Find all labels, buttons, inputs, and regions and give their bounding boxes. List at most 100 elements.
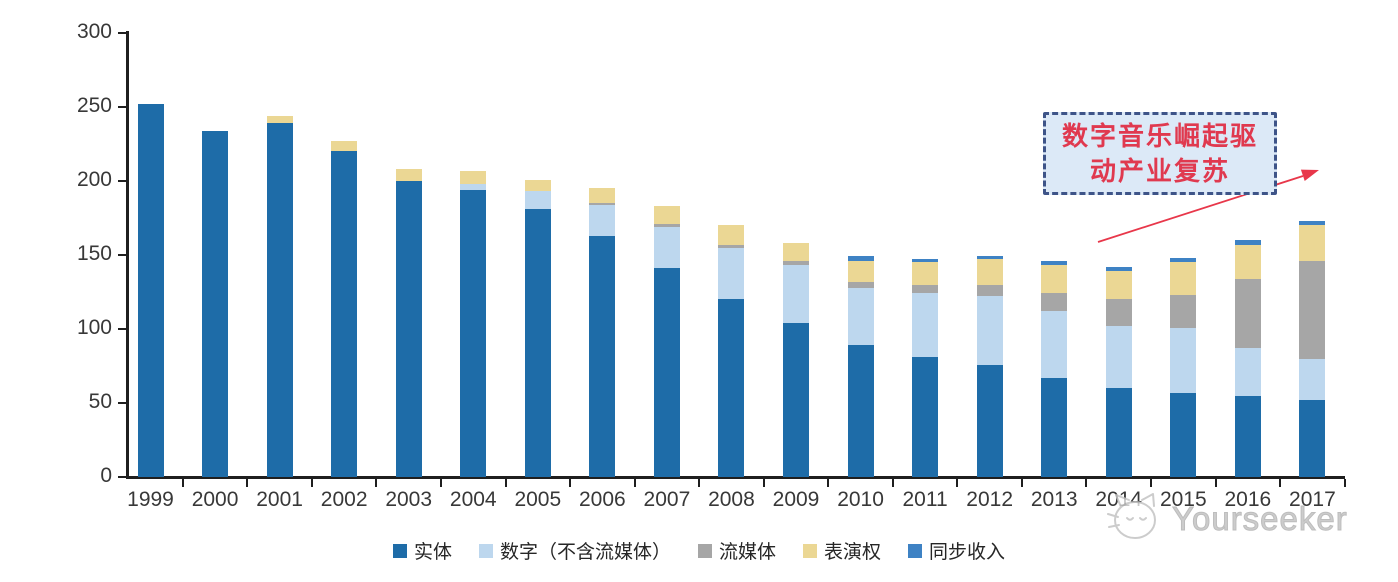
x-axis-label: 2001	[256, 488, 303, 511]
y-axis-tick	[118, 328, 126, 330]
bar-segment	[524, 209, 551, 477]
x-axis-tick	[827, 479, 830, 487]
bar-segment	[847, 256, 874, 261]
legend-swatch	[478, 543, 493, 558]
bar-segment	[1105, 266, 1132, 272]
bar-segment	[524, 179, 551, 192]
x-axis-line	[126, 476, 1345, 479]
bar-segment	[912, 293, 939, 358]
bar-segment	[460, 189, 487, 477]
legend-label: 同步收入	[929, 542, 1006, 563]
x-axis-tick	[762, 479, 765, 487]
bar-segment	[976, 259, 1003, 285]
x-axis-label: 2004	[449, 488, 497, 511]
legend-item: 实体	[392, 537, 452, 564]
bar-segment	[718, 244, 745, 248]
watermark: Yourseeker	[1106, 490, 1348, 544]
y-axis-label: 200	[76, 168, 112, 191]
x-axis-label: 2010	[837, 488, 884, 511]
x-axis-tick	[246, 479, 249, 487]
x-axis-label: 2007	[643, 488, 691, 511]
bar-segment	[266, 115, 293, 124]
x-axis-tick	[1085, 479, 1088, 487]
bar-segment	[847, 287, 874, 346]
bar-segment	[718, 299, 745, 477]
annotation-box: 数字音乐崛起驱 动产业复苏	[1043, 112, 1277, 195]
bar-segment	[1234, 348, 1261, 396]
x-axis-label: 2008	[708, 488, 755, 511]
bar-segment	[524, 191, 551, 210]
bar-segment	[783, 265, 809, 324]
bar-segment	[912, 357, 939, 477]
bar-segment	[912, 284, 939, 294]
annotation-text-line2: 动产业复苏	[1089, 155, 1230, 186]
cat-logo-icon	[1107, 493, 1156, 539]
bar-segment	[1170, 327, 1197, 393]
x-axis-label: 2012	[966, 488, 1013, 511]
bar-segment	[1234, 244, 1261, 279]
bar-segment	[653, 206, 680, 224]
x-axis-label: 2000	[191, 488, 239, 511]
legend-label: 表演权	[824, 542, 882, 563]
x-axis-tick	[439, 479, 442, 487]
bar-segment	[331, 151, 358, 477]
bar-segment	[1170, 257, 1197, 263]
y-axis-tick	[118, 402, 126, 404]
x-axis-tick	[1150, 479, 1153, 487]
bar-segment	[653, 223, 680, 227]
watermark-text: Yourseeker	[1172, 500, 1348, 538]
bar-segment	[1234, 240, 1261, 245]
x-axis-tick	[569, 479, 572, 487]
x-axis-tick	[956, 479, 959, 487]
legend: 实体 数字（不含流媒体） 流媒体 表演权 同步收入	[0, 537, 1398, 564]
bar-segment	[589, 203, 616, 205]
bar-segment	[783, 323, 809, 477]
x-axis-label: 2009	[772, 488, 820, 511]
x-axis-tick	[1279, 479, 1282, 487]
y-axis-label: 100	[76, 316, 112, 339]
bar-segment	[395, 169, 422, 181]
y-axis-tick	[118, 476, 126, 478]
legend-swatch	[697, 543, 712, 558]
legend-label: 流媒体	[718, 542, 776, 563]
bar-segment	[460, 170, 487, 184]
bar-segment	[1105, 388, 1132, 477]
bar-segment	[1105, 271, 1132, 300]
x-axis-label: 2017	[1289, 488, 1336, 511]
bar-segment	[589, 235, 616, 477]
x-axis-label: 1999	[127, 488, 174, 511]
bar-segment	[266, 123, 293, 477]
bar-segment	[783, 260, 809, 266]
bar-segment	[847, 281, 874, 288]
bar-segment	[1170, 262, 1197, 295]
x-axis-tick	[375, 479, 378, 487]
bar-segment	[783, 243, 809, 261]
x-axis-tick	[504, 479, 507, 487]
bar-segment	[1170, 392, 1197, 477]
x-axis-tick	[698, 479, 701, 487]
legend-swatch	[803, 543, 817, 558]
bar-segment	[653, 226, 680, 269]
y-axis-line	[126, 31, 129, 479]
bar-segment	[1299, 225, 1326, 261]
x-axis-label: 2015	[1159, 488, 1207, 511]
x-axis-tick	[1343, 479, 1346, 487]
bar-segment	[137, 104, 164, 477]
legend-label: 实体	[413, 542, 452, 563]
bar-segment	[589, 188, 616, 204]
legend-label: 数字（不含流媒体）	[499, 542, 671, 563]
bar-segment	[653, 268, 680, 477]
bar-segment	[1170, 294, 1197, 328]
bar-segment	[1041, 293, 1068, 312]
x-axis-tick	[310, 479, 313, 487]
bar-segment	[976, 284, 1003, 297]
bar-segment	[847, 345, 874, 477]
y-axis-label: 150	[76, 242, 112, 265]
x-axis-tick	[181, 479, 184, 487]
bar-segment	[718, 225, 745, 245]
bar-segment	[1234, 395, 1261, 477]
bar-segment	[1299, 220, 1326, 226]
y-axis-label: 0	[100, 464, 112, 487]
y-axis-tick	[118, 106, 126, 108]
y-axis-label: 50	[88, 390, 112, 413]
